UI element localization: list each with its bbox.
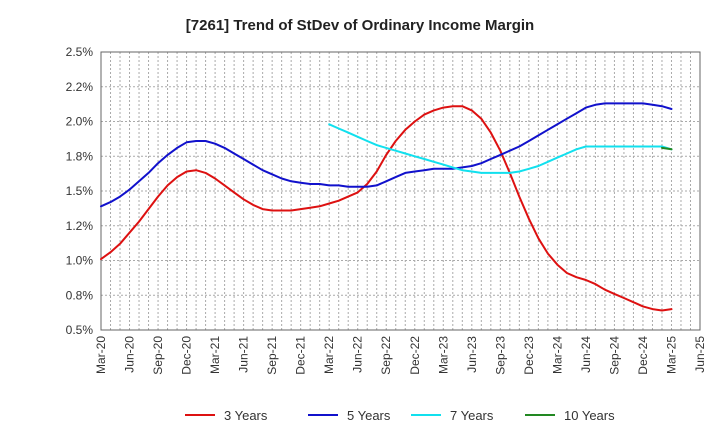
x-tick-label: Sep-22: [379, 336, 393, 375]
series-line-5-years: [100, 102, 673, 208]
x-tick-label: Dec-20: [180, 336, 194, 375]
y-tick-label: 2.5%: [66, 45, 94, 59]
y-tick-label: 0.5%: [66, 323, 94, 337]
x-tick-label: Jun-21: [237, 336, 251, 373]
series-line-7-years: [328, 123, 673, 174]
x-tick-label: Jun-20: [123, 336, 137, 373]
legend-label: 5 Years: [347, 408, 391, 423]
x-tick-label: Sep-20: [151, 336, 165, 375]
x-tick-label: Jun-23: [465, 336, 479, 373]
legend-label: 10 Years: [564, 408, 615, 423]
legend-label: 3 Years: [224, 408, 268, 423]
x-tick-label: Mar-22: [322, 336, 336, 374]
legend-item-7-years: 7 Years: [411, 408, 494, 423]
series-line-10-years: [661, 146, 673, 151]
x-tick-label: Dec-24: [636, 336, 650, 375]
legend: 3 Years 5 Years 7 Years 10 Years: [185, 408, 615, 423]
x-tick-label: Mar-25: [664, 336, 678, 374]
x-tick-label: Dec-22: [408, 336, 422, 375]
y-tick-label: 0.8%: [66, 288, 94, 302]
y-tick-label: 1.2%: [66, 219, 94, 233]
x-tick-label: Mar-20: [94, 336, 108, 374]
legend-item-3-years: 3 Years: [185, 408, 268, 423]
x-tick-label: Sep-21: [265, 336, 279, 375]
legend-label: 7 Years: [450, 408, 494, 423]
series-line-3-years: [100, 105, 673, 312]
x-tick-label: Dec-23: [522, 336, 536, 375]
x-tick-label: Jun-22: [351, 336, 365, 373]
x-tick-label: Mar-23: [436, 336, 450, 374]
x-tick-label: Jun-25: [693, 336, 707, 373]
x-tick-label: Jun-24: [579, 336, 593, 373]
legend-item-10-years: 10 Years: [525, 408, 615, 423]
x-tick-label: Mar-24: [550, 336, 564, 374]
x-tick-label: Sep-24: [607, 336, 621, 375]
x-tick-label: Sep-23: [493, 336, 507, 375]
y-tick-label: 1.0%: [66, 254, 94, 268]
y-tick-label: 1.8%: [66, 149, 94, 163]
x-tick-label: Mar-21: [208, 336, 222, 374]
plot-area: [101, 52, 700, 330]
plot-frame: [100, 51, 701, 331]
chart-title: [7261] Trend of StDev of Ordinary Income…: [186, 17, 534, 34]
y-tick-label: 1.5%: [66, 184, 94, 198]
y-tick-label: 2.0%: [66, 115, 94, 129]
legend-item-5-years: 5 Years: [308, 408, 391, 423]
y-tick-label: 2.2%: [66, 80, 94, 94]
x-tick-label: Dec-21: [294, 336, 308, 375]
